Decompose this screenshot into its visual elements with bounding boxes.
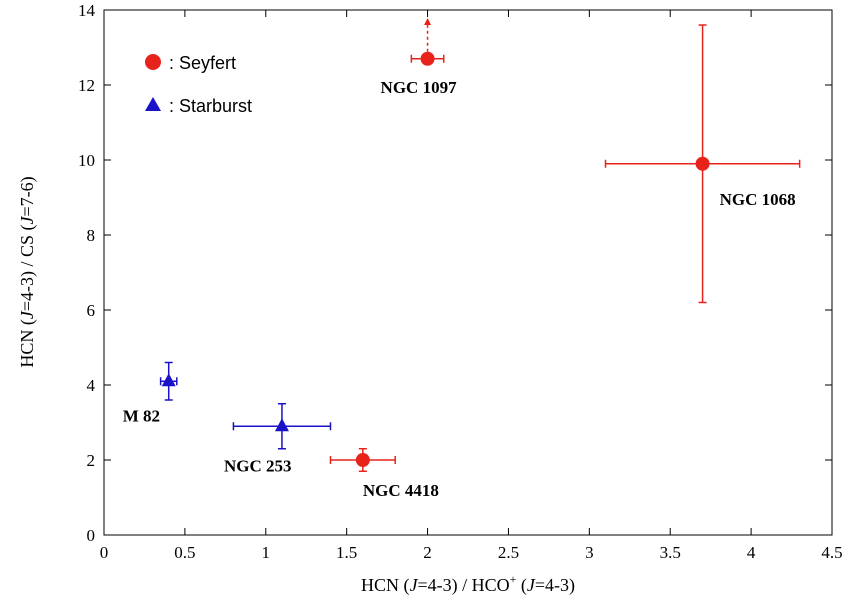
y-tick-label: 4 (87, 376, 96, 395)
x-tick-label: 4.5 (821, 543, 842, 562)
axis-ticks: 0 0.5 1 1.5 2 2.5 3 3.5 4 4.5 0 2 4 6 8 10 12 14 (78, 1, 843, 562)
y-tick-label: 6 (87, 301, 96, 320)
x-tick-label: 2.5 (498, 543, 519, 562)
point-label-ngc-4418: NGC 4418 (363, 481, 439, 500)
legend-label: : Starburst (169, 96, 252, 116)
point-label-m-82: M 82 (123, 406, 160, 425)
y-tick-label: 2 (87, 451, 96, 470)
x-tick-label: 0 (100, 543, 109, 562)
x-axis-label: HCN (J=4-3) / HCO+ (J=4-3) (361, 572, 575, 596)
seyfert-point-ngc-4418 (355, 453, 370, 467)
seyfert-point-ngc-1097 (420, 51, 435, 66)
y-tick-label: 14 (78, 1, 96, 20)
x-tick-label: 2 (423, 543, 432, 562)
legend-label: : Seyfert (169, 53, 236, 73)
y-tick-label: 12 (78, 76, 95, 95)
x-tick-label: 3.5 (660, 543, 681, 562)
x-tick-label: 0.5 (174, 543, 195, 562)
y-tick-label: 10 (78, 151, 95, 170)
legend-starburst-marker (145, 97, 161, 111)
legend-seyfert-marker (145, 54, 161, 70)
point-label-ngc-1097: NGC 1097 (381, 78, 458, 97)
arrow-head-ngc-1097 (424, 18, 432, 25)
legend: : Seyfert : Starburst (145, 53, 252, 116)
plot-frame (103, 9, 833, 536)
x-tick-label: 4 (747, 543, 756, 562)
x-tick-label: 1.5 (336, 543, 357, 562)
x-tick-label: 3 (585, 543, 594, 562)
starburst-point-m-82 (161, 373, 176, 387)
point-label-ngc-1068: NGC 1068 (720, 190, 796, 209)
data-marks: NGC 1097 NGC 1068 NGC 4418 M 82 NGC 253 (123, 18, 801, 500)
seyfert-point-ngc-1068 (695, 156, 710, 171)
x-tick-label: 1 (262, 543, 271, 562)
y-tick-label: 8 (87, 226, 96, 245)
y-tick-label: 0 (87, 526, 96, 545)
y-axis-label: HCN (J=4-3) / CS (J=7-6) (17, 176, 38, 367)
starburst-point-ngc-253 (274, 418, 289, 432)
point-label-ngc-253: NGC 253 (224, 456, 292, 475)
